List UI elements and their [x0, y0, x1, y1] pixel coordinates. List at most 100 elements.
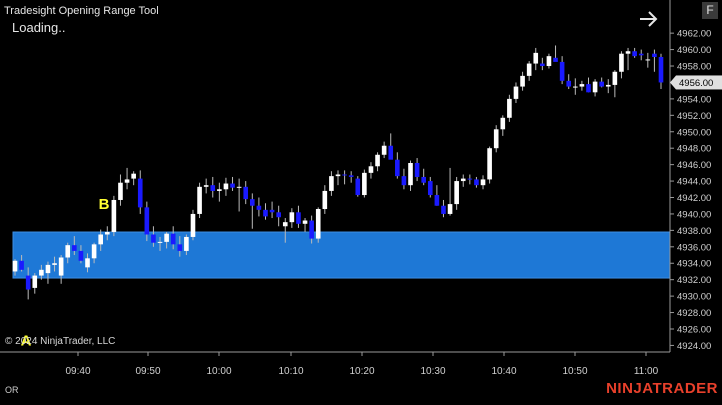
candle-down — [434, 195, 440, 206]
candle-down — [72, 245, 77, 251]
candle-down — [599, 81, 604, 87]
x-tick-label: 10:10 — [278, 366, 303, 377]
candle-down — [395, 159, 400, 177]
x-tick-label: 10:40 — [491, 366, 516, 377]
candle-up — [447, 204, 453, 214]
opening-range-box — [12, 231, 671, 279]
candle-up — [32, 275, 38, 288]
candle-down — [441, 205, 446, 214]
candle-down — [309, 220, 314, 239]
y-tick-label: 4936.00 — [677, 242, 711, 253]
candle-up — [223, 183, 229, 190]
f-button[interactable]: F — [702, 2, 718, 19]
annotation-b: B — [99, 196, 110, 213]
candle-up — [157, 241, 163, 243]
candle-down — [249, 199, 255, 206]
candle-down — [427, 181, 433, 196]
candle-down — [388, 145, 394, 160]
candle-down — [342, 174, 347, 176]
last-price-marker — [676, 75, 722, 90]
candle-down — [296, 212, 301, 224]
candle-up — [460, 178, 466, 182]
candle-up — [45, 264, 51, 274]
y-tick-label: 4946.00 — [677, 160, 711, 171]
candle-up — [124, 179, 130, 183]
x-tick-label: 10:30 — [420, 366, 445, 377]
candle-up — [52, 263, 57, 265]
candle-up — [217, 189, 222, 191]
candle-up — [315, 209, 321, 239]
candle-up — [164, 233, 169, 242]
candle-down — [421, 176, 427, 183]
candle-down — [401, 176, 407, 186]
x-tick-label: 10:20 — [349, 366, 374, 377]
y-tick-label: 4954.00 — [677, 94, 711, 105]
candle-down — [144, 207, 150, 235]
candle-down — [474, 179, 479, 186]
candle-up — [645, 59, 651, 61]
chart-title: Tradesight Opening Range Tool — [4, 5, 159, 17]
y-tick-label: 4926.00 — [677, 324, 711, 335]
y-tick-label: 4942.00 — [677, 193, 711, 204]
candle-down — [355, 178, 361, 196]
candle-up — [184, 236, 189, 251]
candle-up — [236, 186, 242, 188]
candle-down — [263, 209, 268, 217]
candle-up — [546, 56, 552, 67]
candle-down — [137, 178, 143, 208]
candle-up — [513, 86, 519, 99]
y-tick-label: 4944.00 — [677, 177, 711, 188]
y-tick-label: 4950.00 — [677, 127, 711, 138]
x-tick-label: 11:00 — [634, 366, 659, 377]
candle-down — [170, 233, 176, 245]
x-tick-label: 10:50 — [562, 366, 587, 377]
status-text: Loading.. — [12, 20, 66, 35]
x-tick-label: 10:00 — [206, 366, 231, 377]
candle-up — [381, 145, 387, 155]
candle-down — [652, 53, 657, 57]
candle-up — [579, 84, 585, 87]
candle-up — [85, 258, 90, 268]
candle-up — [368, 166, 374, 173]
candle-up — [39, 269, 44, 276]
last-price-label: 4956.00 — [679, 78, 713, 89]
x-tick-label: 09:40 — [65, 366, 90, 377]
y-tick-label: 4934.00 — [677, 259, 711, 270]
candle-down — [210, 185, 216, 191]
candle-down — [151, 234, 156, 243]
candle-down — [553, 57, 558, 62]
candle-up — [619, 53, 624, 72]
candle-up — [520, 75, 525, 87]
arrow-right-icon[interactable] — [638, 9, 660, 29]
y-tick-label: 4928.00 — [677, 308, 711, 319]
y-tick-label: 4924.00 — [677, 341, 711, 352]
candle-up — [625, 51, 631, 54]
candle-up — [612, 71, 618, 85]
candle-down — [25, 275, 31, 290]
y-tick-label: 4948.00 — [677, 144, 711, 155]
candle-down — [256, 205, 262, 210]
candle-down — [230, 183, 235, 188]
x-tick-label: 09:50 — [135, 366, 160, 377]
candle-up — [605, 84, 611, 87]
candle-down — [467, 178, 473, 180]
candle-down — [638, 53, 644, 56]
candle-down — [19, 260, 24, 270]
candle-up — [375, 154, 380, 167]
y-tick-label: 4952.00 — [677, 111, 711, 122]
candle-up — [493, 129, 499, 149]
candle-up — [65, 245, 71, 258]
candle-up — [197, 186, 202, 214]
candle-down — [177, 244, 183, 251]
candle-up — [289, 212, 295, 223]
indicator-label: OR — [5, 385, 19, 395]
candle-up — [98, 234, 104, 245]
y-tick-label: 4932.00 — [677, 275, 711, 286]
candle-up — [322, 190, 328, 210]
candle-up — [500, 117, 506, 130]
candle-up — [302, 220, 308, 224]
candle-up — [118, 182, 123, 200]
y-tick-label: 4938.00 — [677, 226, 711, 237]
last-price-pointer — [670, 75, 676, 90]
candle-down — [243, 186, 249, 200]
